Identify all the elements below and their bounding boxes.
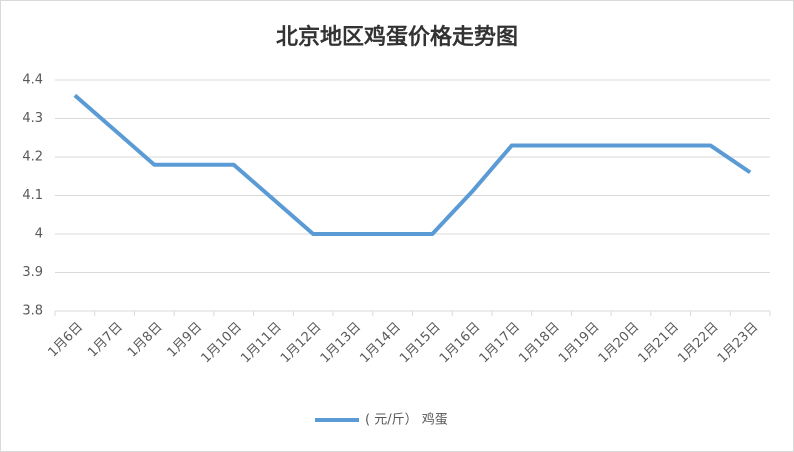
y-tick-label: 4.4	[22, 73, 43, 88]
y-tick-label: 4.1	[22, 188, 43, 203]
y-tick-label: 4	[35, 227, 43, 242]
data-line	[73, 93, 752, 236]
legend-label: ( 元/斤） 鸡蛋	[365, 412, 448, 428]
chart-title: 北京地区鸡蛋价格走势图	[276, 24, 518, 50]
y-tick-label: 4.2	[22, 150, 43, 165]
y-tick-label: 4.3	[22, 111, 43, 126]
y-tick-label: 3.9	[22, 265, 43, 280]
y-tick-label: 3.8	[22, 304, 43, 319]
